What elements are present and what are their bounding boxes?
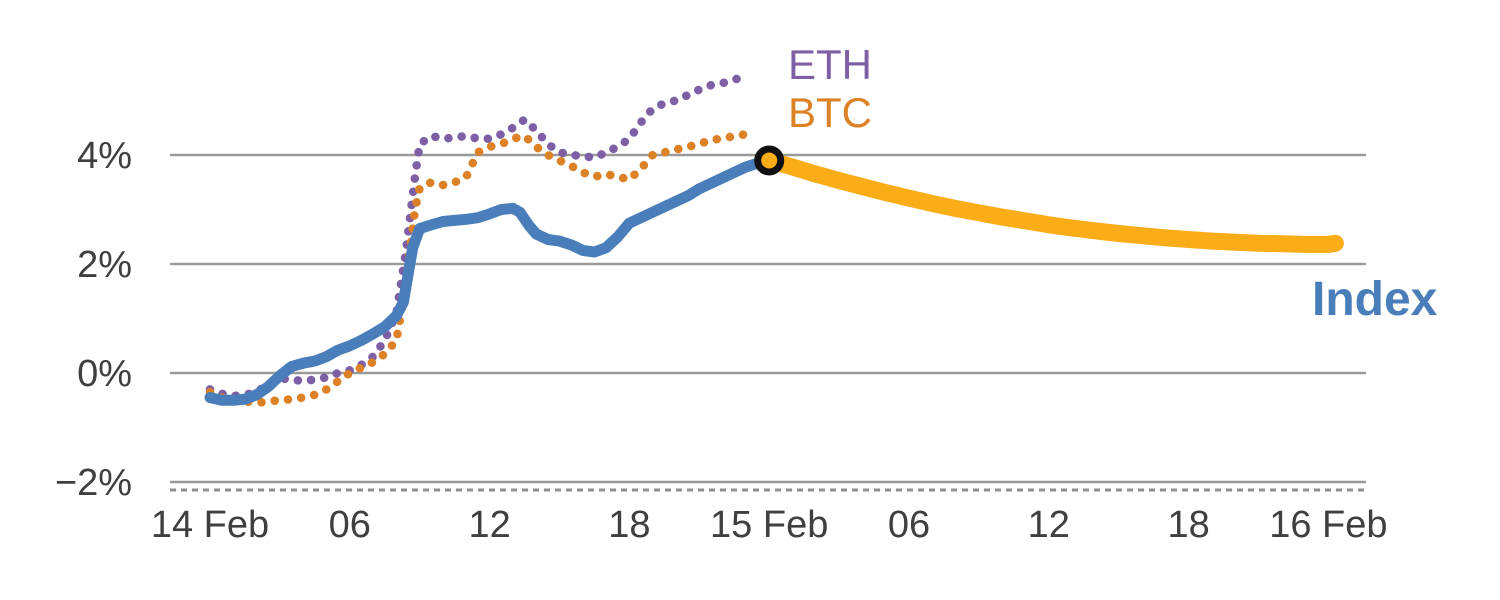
y-tick-label: −2% [55, 462, 132, 504]
x-tick-label: 16 Feb [1269, 504, 1387, 546]
y-tick-label: 2% [77, 244, 132, 286]
btc-series-label: BTC [788, 89, 872, 136]
y-tick-label: 4% [77, 135, 132, 177]
series-btc [205, 128, 758, 408]
x-tick-label: 12 [468, 504, 510, 546]
x-tick-label: 18 [1167, 504, 1209, 546]
x-tick-label: 06 [329, 504, 371, 546]
series-index-forecast [760, 152, 1344, 253]
x-tick-label: 18 [608, 504, 650, 546]
current-value-marker [754, 145, 785, 176]
series-eth [205, 73, 746, 401]
x-tick-label: 12 [1028, 504, 1070, 546]
eth-series-label: ETH [788, 41, 872, 88]
series-index [204, 155, 775, 406]
y-tick-label: 0% [77, 353, 132, 395]
x-tick-label: 06 [888, 504, 930, 546]
index-series-label: Index [1312, 273, 1438, 326]
x-tick-label: 14 Feb [151, 504, 269, 546]
x-tick-label: 15 Feb [710, 504, 828, 546]
